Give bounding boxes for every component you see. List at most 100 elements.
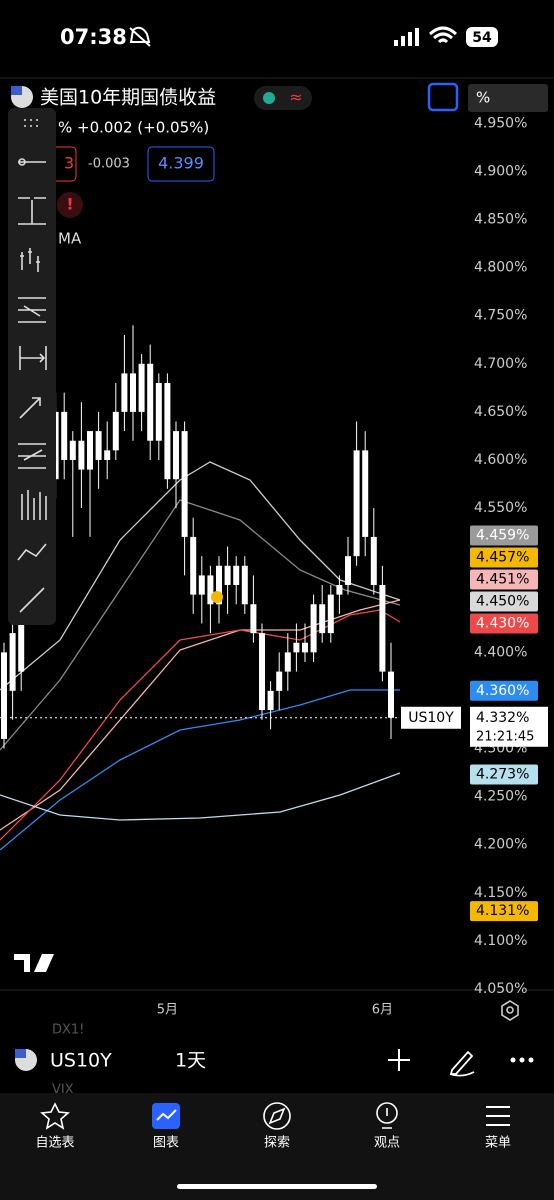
candle-body [78,440,85,470]
ask-box[interactable] [147,146,215,182]
candle-body [95,431,102,460]
candle-body [302,642,308,653]
price-badge [470,547,538,568]
mute-icon [129,26,151,47]
interval[interactable]: 1天 [175,1050,206,1072]
candle-body [164,383,171,480]
candle-body [319,604,326,634]
y-tick-label: 4.050% [474,981,527,997]
candle-body [345,556,351,586]
explore-icon[interactable] [263,1102,291,1130]
price-badge [470,901,538,922]
nav-label[interactable]: 图表 [153,1136,179,1151]
candle-body [181,431,188,537]
watchlist-icon[interactable] [40,1102,70,1130]
menu-icon[interactable] [486,1106,510,1126]
candle-body [379,585,386,672]
candle-body [121,373,128,412]
y-tick-label: 4.550% [474,500,527,516]
candle-body [9,633,16,691]
tool-pitchfork[interactable] [18,443,46,469]
more-button[interactable] [510,1057,534,1063]
tool-vertical-line[interactable] [18,197,46,225]
candle-body [147,363,154,441]
candle-body [259,633,265,711]
tool-range[interactable] [19,346,47,370]
chart-icon[interactable] [156,1109,177,1121]
price-badge-label: 4.451% [476,571,529,587]
ma-line [0,609,401,841]
candle-body [327,594,334,634]
tool-horizontal-line[interactable] [18,158,46,166]
status-pill [254,86,312,110]
y-tick-label: 4.200% [474,837,527,853]
candle-body [104,450,111,460]
symbol-badge: US10Y [408,710,454,726]
nav-labels: 自选表 图表 探索 观点 菜单 [35,1136,511,1151]
tool-arrow[interactable] [19,397,41,419]
tool-volume[interactable] [21,490,47,520]
nav-label[interactable]: 观点 [374,1136,400,1151]
x-tick-label: 5月 [157,1003,178,1018]
tool-fib[interactable] [18,297,46,323]
y-tick-label: 4.600% [474,452,527,468]
unit-button[interactable]: % [476,89,490,107]
candle-body [250,604,257,634]
candle-body [87,431,93,470]
symbol-badge-bg [401,706,461,729]
nav-label[interactable]: 自选表 [35,1136,74,1151]
alert-icon[interactable]: ! [66,195,73,214]
ma-line [0,599,401,831]
nav-bar [0,1093,554,1200]
draw-button[interactable] [449,1050,475,1077]
tool-candles[interactable] [20,248,40,272]
settings-icon[interactable] [501,1000,519,1021]
ma-line [0,461,401,691]
fullscreen-button[interactable] [427,82,459,112]
price-badge-label: 4.360% [476,683,529,699]
drawing-tools [17,119,47,613]
drag-handle[interactable] [24,119,38,127]
candle-body [353,450,360,557]
alert-bg[interactable] [57,192,83,218]
ideas-icon[interactable] [376,1102,398,1129]
price-badge [470,613,538,634]
candle-body [233,565,240,586]
candle-body [276,671,283,691]
y-tick-label: 4.150% [474,885,527,901]
market-dot [263,92,275,104]
countdown: 21:21:45 [476,729,534,744]
y-tick-label: 4.700% [474,356,527,372]
watermark-symbol: DX1! [52,1023,84,1038]
price-badge [470,525,538,546]
bid-price[interactable]: 3 [64,154,74,173]
symbol-title[interactable]: 美国10年期国债收益 [40,87,216,109]
candle-body [1,652,7,739]
unit-button-bg[interactable] [468,84,548,112]
battery [466,27,498,47]
tradingview-logo [14,954,54,972]
us-flag-canton [15,1049,26,1058]
ma-line [0,689,400,851]
candle-body [207,575,214,605]
candle-body [293,642,300,653]
nav-label[interactable]: 菜单 [485,1136,511,1151]
event-marker[interactable] [211,591,223,603]
candle-body [267,690,274,711]
add-button[interactable] [388,1049,410,1071]
nav-label[interactable]: 探索 [264,1136,290,1151]
candle-body [310,604,317,653]
toolbar-symbol[interactable]: US10Y [50,1050,112,1072]
drawing-toolbar [8,108,56,625]
candle-body [173,431,179,480]
price-badge-label: 4.450% [476,593,529,609]
candle-body [155,383,162,441]
ask-price[interactable]: 4.399 [158,154,204,173]
last-price-label: 4.332% [476,710,529,726]
tool-path[interactable] [17,543,47,561]
tool-trend-line[interactable] [19,587,45,613]
price-badge [470,591,538,612]
candle-body [61,411,68,460]
wifi-icon [428,26,458,44]
